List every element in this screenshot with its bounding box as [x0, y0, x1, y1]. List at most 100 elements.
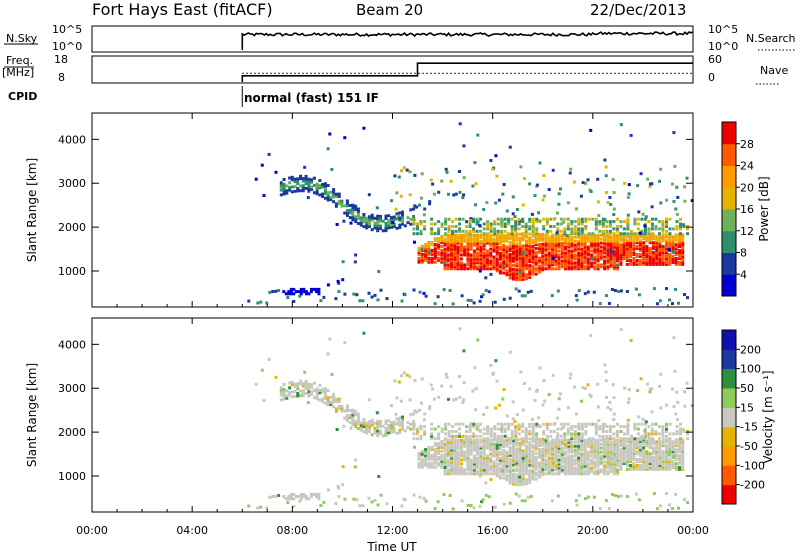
echo-cell	[482, 427, 486, 431]
echo-cell	[518, 254, 522, 258]
echo-cell	[525, 267, 528, 271]
echo-cell	[551, 168, 555, 172]
echo-cell	[570, 222, 574, 226]
echo-cell	[586, 458, 590, 462]
echo-cell	[570, 450, 574, 454]
echo-cell	[472, 301, 476, 305]
echo-cell	[409, 413, 413, 417]
echo-cell	[551, 472, 554, 476]
echo-cell	[500, 437, 504, 441]
echo-cell	[412, 432, 416, 436]
echo-cell	[412, 437, 416, 441]
echo-cell	[636, 427, 640, 431]
echo-cell	[476, 259, 480, 263]
echo-cell	[393, 379, 397, 383]
echo-cell	[609, 203, 613, 206]
echo-cell	[463, 472, 467, 476]
echo-cell	[479, 466, 483, 470]
echo-cell	[289, 292, 293, 296]
echo-cell	[531, 437, 535, 441]
echo-cell	[365, 221, 369, 225]
echo-cell	[583, 251, 587, 255]
echo-cell	[560, 255, 564, 259]
echo-cell	[370, 295, 374, 299]
echo-cell	[577, 247, 581, 251]
echo-cell	[502, 502, 506, 506]
echo-cell	[489, 243, 493, 247]
echo-cell	[544, 245, 548, 249]
echo-cell	[559, 187, 562, 191]
echo-cell	[387, 223, 391, 227]
echo-cell	[391, 426, 395, 429]
echo-cell	[629, 442, 633, 446]
echo-cell	[485, 255, 489, 259]
echo-cell	[658, 262, 662, 266]
echo-cell	[299, 495, 303, 499]
echo-cell	[503, 422, 507, 426]
echo-cell	[619, 425, 623, 429]
echo-cell	[507, 422, 511, 426]
echo-cell	[534, 256, 538, 260]
echo-cell	[289, 495, 293, 499]
echo-cell	[622, 442, 626, 446]
echo-cell	[508, 440, 512, 444]
echo-cell	[570, 432, 574, 436]
echo-cell	[573, 225, 577, 228]
echo-cell	[376, 217, 380, 221]
echo-cell	[616, 456, 620, 460]
echo-cell	[603, 454, 607, 458]
echo-cell	[682, 223, 685, 227]
echo-cell	[589, 395, 593, 398]
echo-cell	[472, 261, 476, 265]
echo-cell	[282, 495, 286, 499]
echo-cell	[583, 239, 587, 243]
echo-cell	[572, 180, 576, 184]
echo-cell	[570, 466, 574, 470]
echo-cell	[476, 456, 480, 460]
echo-cell	[424, 254, 428, 258]
echo-cell	[544, 462, 548, 466]
echo-cell	[542, 379, 546, 382]
echo-cell	[538, 453, 541, 457]
echo-cell	[424, 448, 428, 451]
echo-cell	[538, 161, 542, 165]
echo-cell	[641, 417, 645, 421]
echo-cell	[505, 464, 509, 468]
echo-cell	[665, 446, 668, 450]
echo-cell	[476, 452, 480, 456]
echo-cell	[472, 265, 476, 269]
echo-cell	[583, 292, 587, 296]
echo-cell	[679, 437, 682, 441]
echo-cell	[603, 466, 607, 470]
echo-cell	[312, 492, 316, 496]
echo-cell	[564, 237, 567, 241]
echo-cell	[668, 464, 672, 467]
echo-cell	[521, 471, 525, 475]
echo-cell	[476, 448, 480, 452]
echo-cell	[547, 468, 551, 472]
echo-cell	[485, 440, 489, 444]
echo-cell	[674, 442, 678, 446]
echo-cell	[437, 432, 441, 436]
echo-cell	[573, 239, 577, 243]
echo-cell	[635, 464, 639, 467]
echo-cell	[418, 203, 421, 207]
echo-cell	[645, 255, 649, 258]
echo-cell	[528, 437, 532, 441]
echo-cell	[518, 451, 522, 455]
echo-cell	[681, 245, 685, 249]
echo-cell	[635, 255, 639, 258]
echo-cell	[534, 235, 538, 239]
echo-cell	[584, 220, 588, 224]
echo-cell	[604, 396, 608, 399]
echo-cell	[632, 458, 636, 461]
echo-cell	[409, 422, 413, 426]
echo-cell	[678, 253, 681, 256]
echo-cell	[557, 259, 561, 263]
echo-cell	[609, 259, 613, 263]
colorbar-tick-label: 28	[740, 138, 754, 151]
echo-cell	[648, 466, 652, 469]
echo-cell	[515, 441, 519, 445]
echo-cell	[683, 293, 686, 296]
echo-cell	[368, 430, 371, 433]
